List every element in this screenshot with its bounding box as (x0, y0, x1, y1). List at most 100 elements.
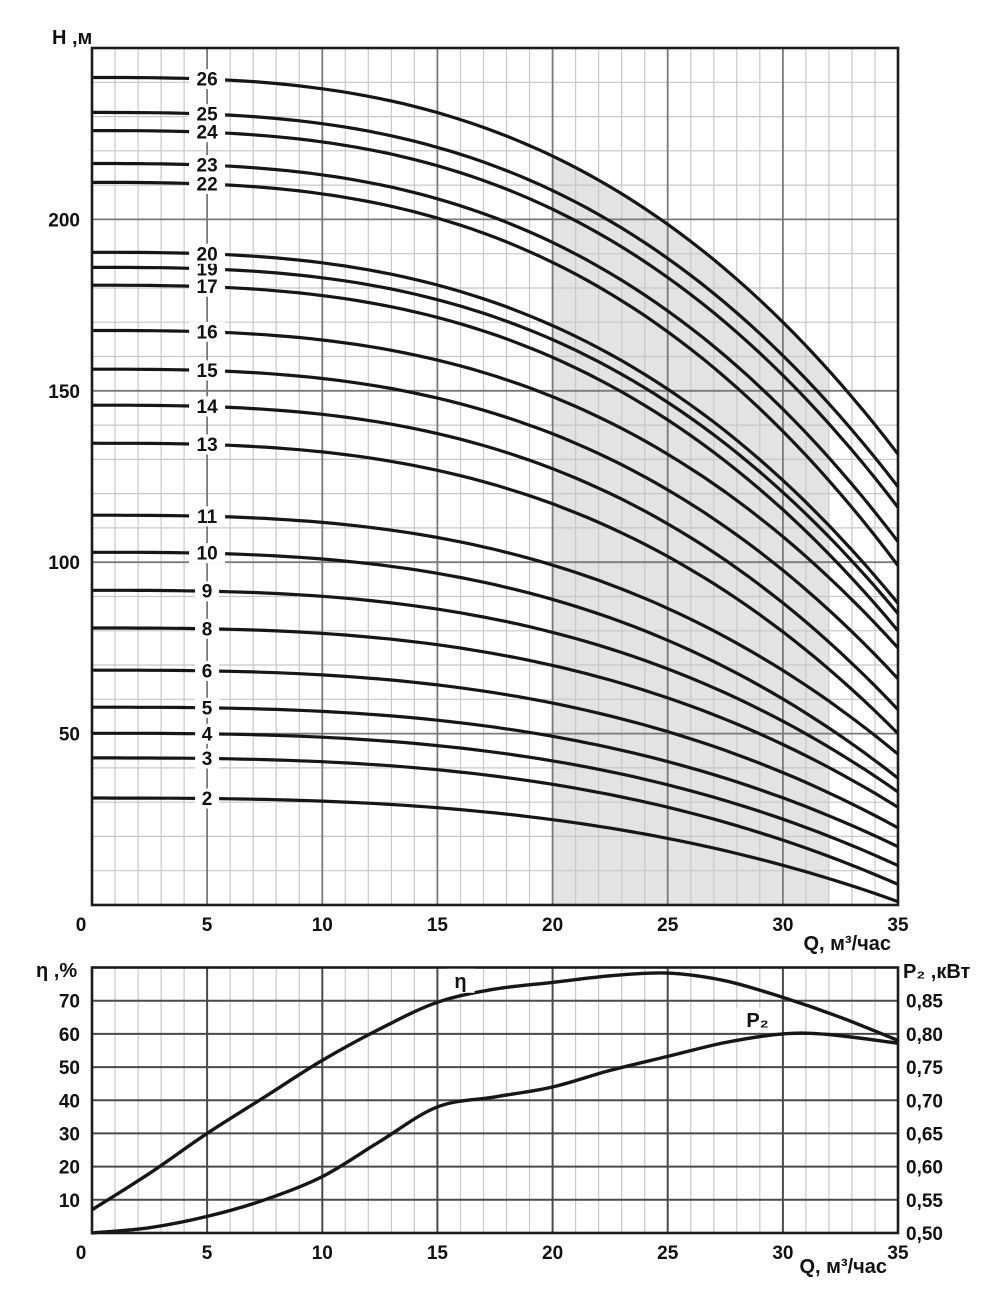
q-tick-label: 25 (657, 1243, 679, 1264)
q-tick-label: 10 (312, 1243, 333, 1264)
q-tick-label: 15 (427, 915, 449, 936)
eta-tick-label: 30 (59, 1124, 80, 1145)
p2-tick-label: 0,60 (906, 1158, 943, 1179)
stage-label-bg (189, 360, 226, 381)
q-axis-title-bottom: Q, м³/час (799, 1256, 887, 1278)
stage-label-23: 23 (197, 156, 218, 177)
series-label-bg (446, 968, 475, 993)
stage-label-bg (195, 618, 220, 639)
q-tick-label: 20 (542, 915, 563, 936)
h-tick-label: 100 (48, 553, 80, 574)
stage-label-bg (195, 697, 220, 718)
eta-tick-label: 10 (59, 1191, 80, 1212)
p2-axis-title: P₂ ,кВт (903, 961, 971, 983)
stage-label-26: 26 (197, 70, 218, 91)
p2-curve (91, 1031, 899, 1235)
stage-label-2: 2 (202, 789, 213, 810)
q-tick-label: 0 (76, 1243, 87, 1264)
stage-label-bg (189, 155, 226, 176)
eta-tick-label: 40 (59, 1091, 80, 1112)
series-label-bg (736, 1007, 779, 1032)
q-tick-label: 35 (887, 1243, 909, 1264)
q-tick-label: 10 (312, 915, 333, 936)
head-curve-23-stages (92, 161, 900, 543)
stage-label-3: 3 (202, 749, 213, 770)
p2-tick-label: 0,75 (906, 1058, 943, 1079)
stage-label-bg (189, 321, 226, 342)
p2-tick-label: 0,50 (906, 1224, 943, 1245)
q-tick-label: 5 (202, 1243, 213, 1264)
p2-curve-label: P₂ (746, 1010, 768, 1032)
head-curve-8-stages (92, 626, 899, 809)
eta-curve-label: η (454, 971, 466, 993)
stage-label-bg (189, 122, 226, 143)
stage-label-17: 17 (197, 277, 218, 298)
stage-label-10: 10 (197, 544, 218, 565)
stage-label-6: 6 (202, 661, 213, 682)
p2-tick-label: 0,70 (906, 1091, 943, 1112)
q-tick-label: 35 (887, 915, 909, 936)
stage-label-16: 16 (197, 322, 218, 343)
head-curve-25-stages (92, 110, 900, 488)
eta-tick-label: 20 (59, 1158, 80, 1179)
stage-label-bg (195, 723, 220, 744)
q-tick-label: 20 (542, 1243, 563, 1264)
stage-label-bg (189, 104, 226, 125)
stage-label-20: 20 (197, 244, 218, 265)
stage-label-bg (189, 434, 226, 455)
head-curve-16-stages (92, 328, 900, 649)
stage-label-22: 22 (197, 175, 218, 196)
stage-label-bg (189, 276, 226, 297)
eta-tick-label: 70 (59, 992, 80, 1013)
p2-tick-label: 0,55 (906, 1191, 943, 1212)
stage-label-bg (195, 788, 220, 809)
stage-label-bg (189, 69, 226, 90)
head-curve-10-stages (92, 550, 899, 780)
stage-label-15: 15 (197, 361, 219, 382)
stage-label-11: 11 (197, 507, 218, 528)
head-curve-17-stages (92, 283, 900, 632)
stage-label-bg (189, 543, 226, 564)
stage-label-9: 9 (202, 582, 213, 603)
h-tick-label: 200 (48, 210, 80, 231)
stage-label-4: 4 (202, 724, 213, 745)
stage-label-bg (189, 243, 226, 264)
head-curve-5-stages (92, 705, 899, 849)
stage-label-bg (195, 660, 220, 681)
stage-label-bg (189, 506, 226, 527)
p2-tick-label: 0,85 (906, 992, 943, 1013)
q-tick-label: 0 (76, 915, 87, 936)
q-axis-title-top: Q, м³/час (803, 933, 891, 955)
head-curve-26-stages (92, 75, 900, 456)
head-curve-6-stages (92, 668, 899, 830)
eta-tick-label: 60 (59, 1025, 80, 1046)
h-axis-title: H ,м (52, 27, 92, 49)
head-curve-13-stages (91, 441, 900, 735)
p2-tick-label: 0,80 (906, 1025, 943, 1046)
efficiency-power-chart: η P₂ 0 5 10 15 20 25 30 35 10 20 30 40 50 60 70 0,85 0,80 0… (59, 966, 943, 1264)
head-curve-11-stages (92, 513, 900, 756)
stage-label-14: 14 (197, 397, 219, 418)
stage-label-bg (189, 174, 226, 194)
head-curve-14-stages (92, 403, 900, 711)
stage-label-25: 25 (197, 105, 219, 126)
head-curve-9-stages (92, 588, 899, 794)
head-curve-20-stages (92, 250, 900, 605)
stage-label-bg (195, 748, 220, 769)
q-tick-label: 25 (657, 915, 679, 936)
eta-tick-label: 50 (59, 1058, 80, 1079)
eff-chart-border (90, 966, 900, 1235)
head-curve-3-stages (92, 756, 899, 886)
q-tick-label: 15 (427, 1243, 449, 1264)
stage-label-13: 13 (197, 435, 218, 456)
h-tick-label: 50 (59, 725, 80, 746)
h-tick-label: 150 (48, 382, 80, 403)
stage-label-bg (189, 396, 226, 417)
head-curve-19-stages (92, 265, 900, 615)
q-tick-label: 30 (772, 1243, 793, 1264)
q-tick-label: 5 (202, 915, 213, 936)
head-curve-2-stages (92, 796, 899, 904)
stage-label-19: 19 (197, 259, 218, 280)
